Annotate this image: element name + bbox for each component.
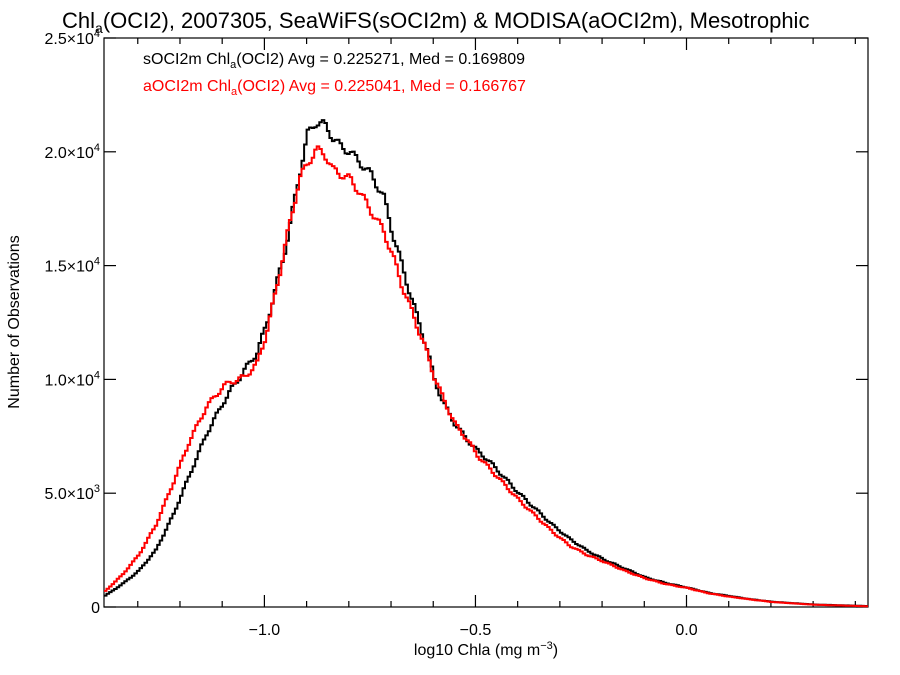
y-axis-ticks: 0 5.0×103 1.0×104 1.5×104 2.0×104 2.5×104 bbox=[44, 28, 868, 617]
y-tick-label: 2.5×104 bbox=[44, 28, 100, 48]
x-axis-label: log10 Chla (mg m−3) bbox=[414, 640, 558, 659]
series-line-aOCI2m bbox=[104, 145, 868, 608]
y-tick-label: 1.0×104 bbox=[44, 369, 100, 389]
y-tick-label: 5.0×103 bbox=[44, 483, 100, 503]
y-tick-label: 2.0×104 bbox=[44, 142, 100, 162]
x-tick-label: −1.0 bbox=[249, 622, 281, 639]
series-group bbox=[104, 119, 868, 608]
y-tick-label: 1.5×104 bbox=[44, 256, 100, 276]
legend-entry-sOCI2m: sOCI2m Chla(OCI2) Avg = 0.225271, Med = … bbox=[143, 51, 525, 71]
series-line-sOCI2m bbox=[104, 119, 868, 608]
legend-entry-aOCI2m: aOCI2m Chla(OCI2) Avg = 0.225041, Med = … bbox=[143, 78, 526, 98]
y-axis-label: Number of Observations bbox=[6, 235, 23, 408]
x-axis-ticks: −1.0 −0.5 0.0 bbox=[137, 38, 856, 639]
plot-frame bbox=[103, 37, 869, 608]
chart-title: Chla(OCI2), 2007305, SeaWiFS(sOCI2m) & M… bbox=[62, 8, 809, 36]
x-tick-label: 0.0 bbox=[675, 622, 697, 639]
y-tick-label: 0 bbox=[91, 600, 100, 617]
x-tick-label: −0.5 bbox=[460, 622, 492, 639]
